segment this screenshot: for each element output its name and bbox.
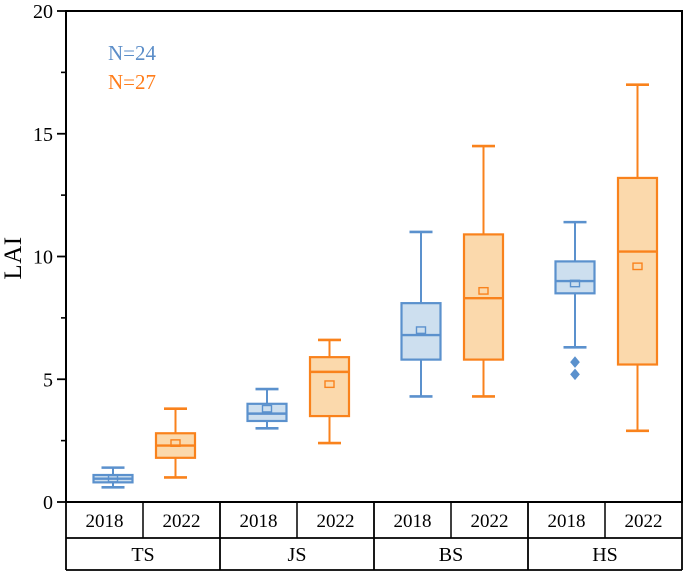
mean-marker: [170, 439, 181, 447]
box-2018-HS: [554, 220, 596, 381]
mean-marker: [632, 262, 643, 271]
x-year-label: 2018: [240, 511, 278, 532]
legend: N=24 N=27: [108, 40, 156, 95]
x-group-label: BS: [439, 544, 463, 566]
mean-marker: [324, 380, 335, 389]
x-group-label: JS: [288, 544, 307, 566]
iqr-box: [400, 302, 442, 361]
mean-marker: [261, 404, 273, 413]
iqr-box: [308, 356, 351, 418]
legend-item-2018: N=24: [108, 41, 157, 65]
box-2022-TS: [154, 407, 197, 479]
y-tick-label: 0: [43, 492, 53, 514]
plot-border: [65, 10, 683, 503]
box-2018-BS: [400, 230, 442, 398]
x-group-label: TS: [131, 544, 154, 566]
mean-marker: [415, 326, 427, 335]
iqr-box: [462, 233, 505, 361]
x-year-label: 2018: [548, 511, 586, 532]
outlier-point: [570, 368, 580, 381]
iqr-box: [554, 260, 596, 295]
mean-marker: [107, 474, 119, 483]
y-tick-label: 10: [33, 247, 53, 269]
y-tick-label: 5: [43, 369, 53, 391]
x-year-label: 2022: [317, 511, 355, 532]
box-2018-TS: [92, 466, 134, 489]
x-year-label: 2018: [394, 511, 432, 532]
iqr-box: [616, 176, 659, 366]
legend-item-2022: N=27: [108, 70, 157, 94]
x-year-label: 2022: [163, 511, 201, 532]
x-year-label: 2018: [86, 511, 124, 532]
box-2018-JS: [246, 387, 288, 430]
y-tick-label: 15: [33, 124, 53, 146]
mean-marker: [569, 279, 581, 288]
x-year-label: 2022: [625, 511, 663, 532]
outlier-point: [570, 356, 580, 368]
box-2022-HS: [616, 83, 659, 433]
mean-marker: [478, 286, 489, 295]
x-year-label: 2022: [471, 511, 509, 532]
box-2022-JS: [308, 338, 351, 445]
box-2022-BS: [462, 144, 505, 398]
x-group-label: HS: [592, 544, 618, 566]
y-tick-label: 20: [33, 1, 53, 23]
y-axis-title: LAI: [0, 236, 27, 280]
